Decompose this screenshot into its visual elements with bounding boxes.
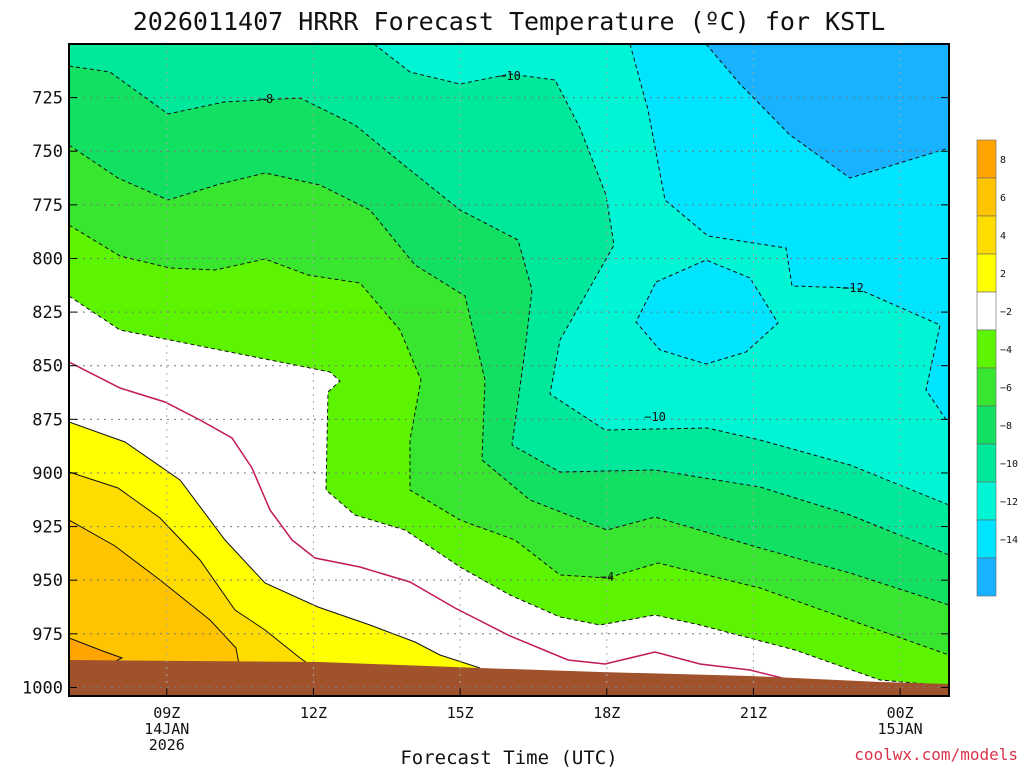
x-tick-label-18-0: 18Z <box>593 704 620 722</box>
contour-line-plus-6 <box>69 519 241 671</box>
colorbar-swatch-p4 <box>976 215 997 255</box>
colorbar-label-9: −12 <box>1000 497 1018 508</box>
band-plus-6-to-plus-8 <box>69 520 240 696</box>
colorbar-label-10: −14 <box>1000 535 1018 546</box>
colorbar-swatch-m14 <box>976 519 997 559</box>
x-tick-label-9-2: 2026 <box>149 736 185 754</box>
x-tick-label-24-1: 15JAN <box>878 720 923 738</box>
contour-line-minus-12-island <box>635 259 779 365</box>
x-tick-label-15-0: 15Z <box>447 704 474 722</box>
y-tick-label-875: 875 <box>32 410 63 430</box>
colorbar-swatch-p2 <box>976 253 997 293</box>
y-tick-label-775: 775 <box>32 196 63 216</box>
plot-frame <box>68 43 950 697</box>
colorbar-label-8: −10 <box>1000 459 1018 470</box>
colorbar-swatch-m8 <box>976 405 997 445</box>
x-tick-label-21-0: 21Z <box>740 704 767 722</box>
ground-surface <box>69 660 949 696</box>
y-tick-label-1000: 1000 <box>22 678 63 698</box>
y-tick-label-900: 900 <box>32 464 63 484</box>
colorbar-swatch-lt14 <box>976 557 997 597</box>
colorbar-label-7: −8 <box>1000 421 1012 432</box>
contour-line-minus-2 <box>69 295 949 687</box>
y-tick-label-725: 725 <box>32 89 63 109</box>
contour-line-minus-4 <box>69 224 949 656</box>
colorbar-swatch-p8 <box>976 139 997 179</box>
x-tick-label-9-0: 09Z <box>153 704 180 722</box>
colorbar-label-3: 2 <box>1000 269 1006 280</box>
x-axis-label: Forecast Time (UTC) <box>400 747 617 768</box>
y-tick-label-975: 975 <box>32 625 63 645</box>
y-tick-label-850: 850 <box>32 357 63 377</box>
y-tick-label-800: 800 <box>32 249 63 269</box>
colorbar-label-6: −6 <box>1000 383 1012 394</box>
contour-line-minus-14 <box>705 44 949 179</box>
colorbar-swatch-p6 <box>976 177 997 217</box>
colorbar: 8 6 4 2 −2 −4 −6 −8 −10 −12 −14 <box>976 139 1018 597</box>
colorbar-swatch-m4 <box>976 329 997 369</box>
contour-label-minus-8: −8 <box>259 92 273 106</box>
source-credit: coolwx.com/models <box>854 745 1018 764</box>
contour-label-minus-10-top: −10 <box>499 69 521 83</box>
contour-label-minus-4: −4 <box>600 570 614 584</box>
colorbar-swatch-m10 <box>976 443 997 483</box>
contour-line-zero <box>69 361 791 681</box>
contour-label-minus-12: −12 <box>842 281 864 295</box>
contour-label-minus-10-mid: −10 <box>644 410 666 424</box>
chart-title: 2026011407 HRRR Forecast Temperature (ºC… <box>133 7 886 36</box>
y-tick-label-950: 950 <box>32 571 63 591</box>
y-axis: 725 750 775 800 825 850 875 900 925 950 975 1000 <box>22 89 949 698</box>
colorbar-label-4: −2 <box>1000 307 1012 318</box>
contour-line-plus-4 <box>69 471 321 673</box>
contour-line-minus-10 <box>373 44 949 506</box>
colorbar-swatch-m2 <box>976 291 997 331</box>
colorbar-swatch-m6 <box>976 367 997 407</box>
colorbar-swatch-m12 <box>976 481 997 521</box>
x-tick-label-9-1: 14JAN <box>144 720 189 738</box>
y-tick-label-750: 750 <box>32 142 63 162</box>
contour-line-minus-6 <box>69 144 949 606</box>
x-tick-label-24-0: 00Z <box>887 704 914 722</box>
colorbar-label-1: 6 <box>1000 193 1006 204</box>
contour-line-plus-2 <box>69 421 481 669</box>
colorbar-label-5: −4 <box>1000 345 1012 356</box>
colorbar-label-0: 8 <box>1000 155 1006 166</box>
x-tick-label-12-0: 12Z <box>300 704 327 722</box>
y-tick-label-925: 925 <box>32 518 63 538</box>
colorbar-label-2: 4 <box>1000 231 1006 242</box>
y-tick-label-825: 825 <box>32 303 63 323</box>
contour-line-minus-12 <box>629 44 949 425</box>
